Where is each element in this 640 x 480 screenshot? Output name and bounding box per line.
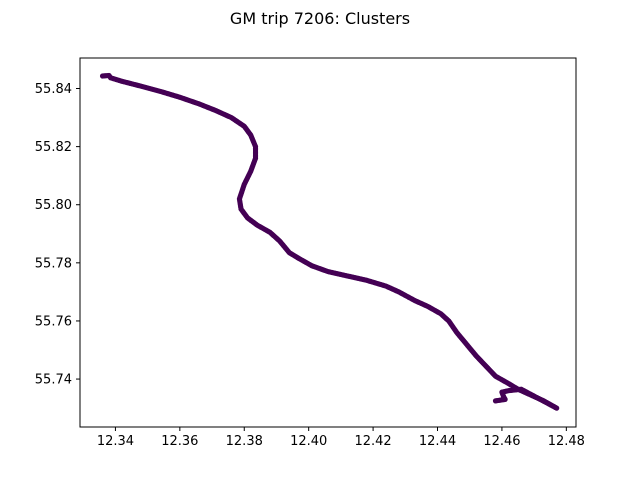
y-tick-label: 55.80 [35, 198, 72, 213]
y-tick-label: 55.78 [35, 256, 72, 271]
x-tick-label: 12.34 [97, 434, 134, 449]
x-axis: 12.34 12.36 12.38 12.40 12.42 12.44 12.46 12.48 [97, 427, 585, 449]
x-tick-label: 12.44 [419, 434, 456, 449]
y-tick-label: 55.74 [35, 373, 72, 388]
data-point [492, 398, 499, 404]
chart-title: GM trip 7206: Clusters [230, 9, 410, 28]
axes-frame [79, 57, 577, 428]
x-tick-label: 12.42 [354, 434, 391, 449]
y-tick-label: 55.76 [35, 314, 72, 329]
y-tick-label: 55.84 [35, 82, 72, 97]
x-tick-label: 12.48 [548, 434, 585, 449]
y-axis: 55.74 55.76 55.78 55.80 55.82 55.84 [35, 82, 80, 388]
y-tick-label: 55.82 [35, 140, 72, 155]
x-tick-label: 12.46 [483, 434, 520, 449]
plot-area [99, 72, 560, 411]
x-tick-label: 12.38 [226, 434, 263, 449]
x-tick-label: 12.40 [290, 434, 327, 449]
x-tick-label: 12.36 [161, 434, 198, 449]
